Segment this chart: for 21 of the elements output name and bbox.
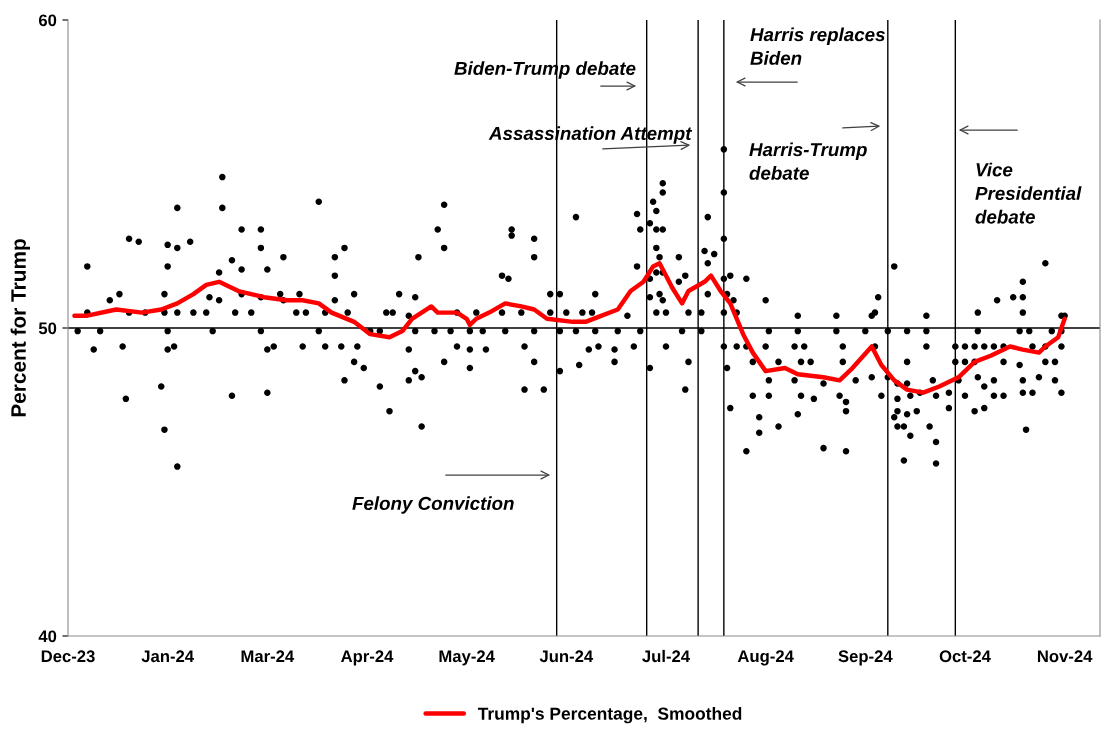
- y-tick-label: 60: [38, 14, 57, 27]
- x-tick-label: Apr-24: [341, 650, 394, 666]
- ref-line-label: Harris-Trump debate: [749, 142, 867, 180]
- ref-line-label: Felony Conviction: [352, 496, 514, 514]
- x-tick-label: Nov-24: [1037, 650, 1093, 663]
- ref-line-label: Harris replaces Biden: [750, 27, 885, 65]
- line-series: [72, 261, 1067, 395]
- x-tick-label: Aug-24: [737, 650, 794, 666]
- y-tick-label: 50: [38, 322, 57, 335]
- x-tick-label: Sep-24: [838, 650, 893, 666]
- x-tick-label: May-24: [439, 650, 495, 666]
- x-tick-label: Jan-24: [141, 650, 194, 663]
- x-tick-label: Mar-24: [241, 650, 295, 663]
- x-tick-label: Oct-24: [939, 650, 991, 663]
- x-tick-label: Jul-24: [642, 649, 690, 663]
- y-axis-title: Percent for Trump: [10, 239, 31, 417]
- ref-line-label: Vice Presidential debate: [975, 162, 1082, 224]
- x-tick-label: Dec-23: [41, 650, 95, 663]
- legend-label: Trump's Percentage, Smoothed: [477, 707, 742, 724]
- x-tick-label: Jun-24: [539, 650, 594, 663]
- y-tick-label: 40: [38, 630, 57, 643]
